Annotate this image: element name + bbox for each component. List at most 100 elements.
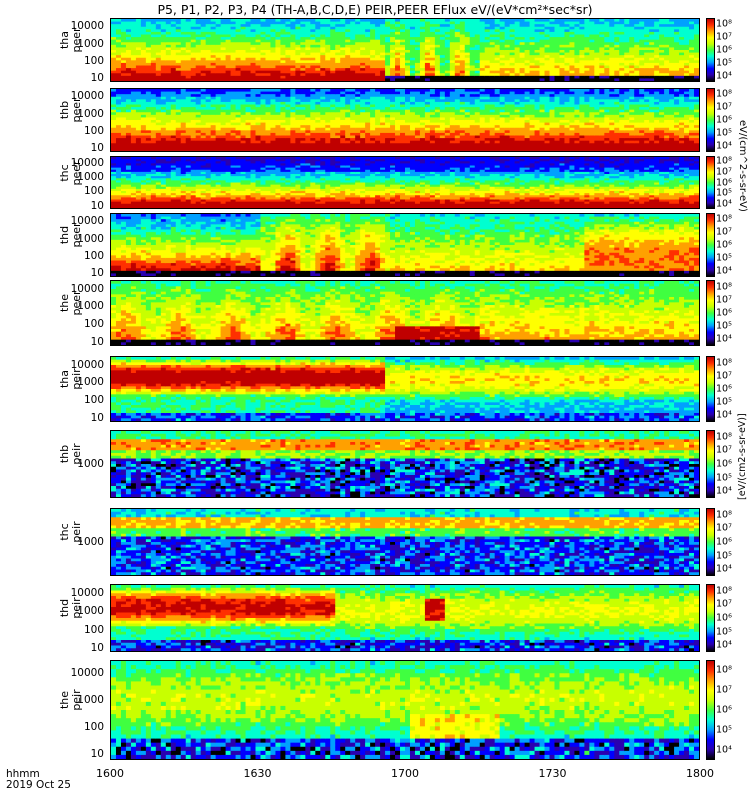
heatmap-cell [449, 29, 456, 33]
heatmap-cell [434, 101, 441, 106]
heatmap-cell [240, 89, 247, 93]
heatmap-cell [240, 78, 247, 81]
heatmap-cell [390, 132, 396, 137]
heatmap-cell [255, 78, 262, 81]
heatmap-cell [659, 55, 665, 59]
heatmap-cell [290, 120, 296, 124]
heatmap-cell [414, 132, 421, 137]
heatmap-cell [340, 44, 346, 49]
heatmap-cell [295, 52, 301, 56]
heatmap-cell [335, 99, 341, 103]
heatmap-cell [639, 24, 645, 28]
heatmap-cell [295, 140, 301, 144]
heatmap-cell [684, 29, 690, 33]
heatmap-cell [355, 132, 361, 137]
heatmap-cell [300, 117, 306, 121]
heatmap-cell [419, 39, 426, 43]
heatmap-cell [145, 73, 152, 77]
heatmap-cell [489, 135, 496, 139]
heatmap-cell [654, 60, 660, 64]
heatmap-cell [175, 109, 182, 113]
heatmap-cell [509, 114, 516, 119]
heatmap-cell [489, 120, 496, 124]
heatmap-cell [365, 132, 371, 137]
heatmap-cell [115, 132, 122, 137]
heatmap-cell [315, 62, 321, 67]
heatmap-cell [150, 125, 157, 129]
heatmap-cell [125, 99, 132, 103]
heatmap-cell [135, 37, 142, 41]
heatmap-cell [125, 44, 132, 49]
heatmap-cell [130, 125, 137, 129]
heatmap-cell [135, 19, 142, 23]
heatmap-cell [320, 120, 326, 124]
heatmap-cell [135, 70, 142, 74]
heatmap-cell [424, 143, 431, 147]
heatmap-cell [429, 31, 436, 36]
heatmap-cell [240, 75, 247, 80]
heatmap-cell [215, 73, 222, 77]
heatmap-cell [205, 62, 212, 67]
heatmap-cell [634, 78, 640, 81]
heatmap-cell [619, 34, 625, 38]
heatmap-cell [504, 112, 511, 116]
heatmap-cell [454, 21, 461, 25]
heatmap-cell [559, 70, 566, 74]
heatmap-cell [220, 24, 227, 28]
heatmap-cell [629, 39, 635, 43]
heatmap-cell [669, 34, 675, 38]
heatmap-cell [479, 138, 486, 142]
heatmap-cell [434, 52, 441, 56]
heatmap-cell [684, 78, 690, 81]
heatmap-cell [300, 31, 306, 36]
heatmap-cell [115, 47, 122, 51]
heatmap-cell [639, 60, 645, 64]
heatmap-cell [664, 21, 670, 25]
heatmap-cell [145, 135, 152, 139]
heatmap-cell [499, 65, 506, 69]
heatmap-cell [205, 122, 212, 126]
heatmap-cell [584, 78, 590, 81]
heatmap-cell [230, 120, 237, 124]
heatmap-cell [160, 143, 167, 147]
heatmap-cell [265, 21, 272, 25]
heatmap-cell [325, 78, 331, 81]
heatmap-cell [499, 62, 506, 67]
heatmap-cell [360, 132, 366, 137]
heatmap-cell [474, 120, 481, 124]
heatmap-cell [165, 55, 172, 59]
heatmap-cell [275, 112, 282, 116]
heatmap-cell [464, 107, 471, 111]
heatmap-cell [380, 94, 386, 98]
heatmap-cell [509, 24, 516, 28]
heatmap-cell [135, 125, 142, 129]
heatmap-cell [494, 107, 501, 111]
heatmap-cell [484, 96, 491, 100]
heatmap-cell [524, 91, 531, 95]
heatmap-cell [514, 94, 521, 98]
heatmap-cell [424, 37, 431, 41]
heatmap-cell [434, 57, 441, 61]
heatmap-cell [310, 50, 316, 54]
heatmap-cell [345, 132, 351, 137]
heatmap-cell [330, 37, 336, 41]
heatmap-cell [459, 68, 466, 72]
heatmap-cell [120, 91, 127, 95]
heatmap-cell [659, 73, 665, 77]
heatmap-cell [554, 89, 561, 93]
heatmap-cell [489, 39, 496, 43]
heatmap-cell [414, 75, 421, 80]
heatmap-cell [120, 101, 127, 106]
heatmap-cell [669, 29, 675, 33]
heatmap-cell [290, 89, 296, 93]
heatmap-cell [549, 60, 556, 64]
heatmap-cell [385, 127, 391, 131]
heatmap-cell [375, 39, 381, 43]
heatmap-cell [260, 37, 267, 41]
heatmap-cell [599, 21, 605, 25]
heatmap-cell [160, 50, 167, 54]
heatmap-cell [210, 60, 217, 64]
heatmap-cell [604, 65, 610, 69]
heatmap-cell [390, 99, 396, 103]
heatmap-cell [120, 44, 127, 49]
